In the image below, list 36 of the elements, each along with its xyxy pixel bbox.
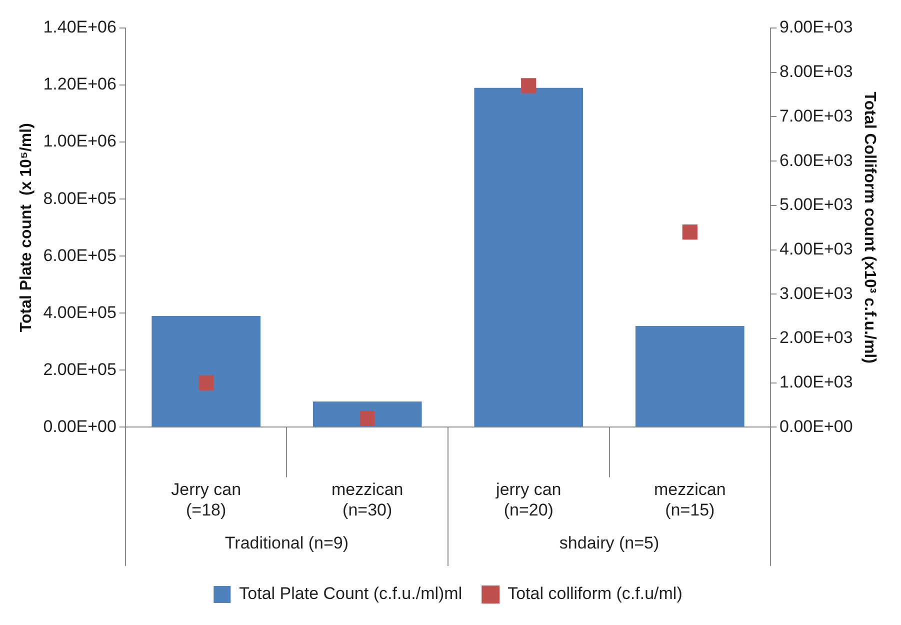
x-tick-label: Jerry can (=18) xyxy=(171,480,242,520)
bar xyxy=(312,402,422,427)
bar xyxy=(152,316,261,427)
legend-label: Total Plate Count (c.f.u./ml)ml xyxy=(239,584,462,604)
y-axis-title: Total Plate count (x 10⁵/ml) xyxy=(18,123,36,332)
text: shdairy (n=5) xyxy=(559,534,660,553)
y2-tick-label: 3.00E+03 xyxy=(780,284,853,303)
y2-tick-label: 5.00E+03 xyxy=(780,195,853,214)
bar xyxy=(635,326,744,427)
y-tick-label: 8.00E+05 xyxy=(43,188,116,208)
y2-tick-label: 1.00E+03 xyxy=(780,372,853,392)
y-tick-label: 0.00E+00 xyxy=(43,416,116,436)
y-tick-label: 1.40E+06 xyxy=(43,18,116,37)
point xyxy=(360,410,375,426)
x-tick-label: mezzican (n=15) xyxy=(654,480,726,520)
y-tick-label: 2.00E+05 xyxy=(43,360,116,379)
point xyxy=(198,375,214,390)
legend-label: Total colliform (c.f.u/ml) xyxy=(508,584,682,604)
y-tick-label: 4.00E+05 xyxy=(43,302,116,322)
y2-tick-label: 2.00E+03 xyxy=(780,328,853,348)
y2-tick-label: 8.00E+03 xyxy=(780,62,853,82)
y2-tick-label: 6.00E+03 xyxy=(780,150,853,170)
y2-tick-label: 9.00E+03 xyxy=(780,18,853,37)
y-tick-label: 1.20E+06 xyxy=(43,74,116,94)
text: Traditional (n=9) xyxy=(224,534,349,553)
point xyxy=(682,224,698,240)
y2-tick-label: 7.00E+03 xyxy=(780,106,853,126)
x-tick-label: jerry can (n=20) xyxy=(495,480,562,520)
y-tick-label: 1.00E+06 xyxy=(43,132,116,151)
y-tick-label: 6.00E+05 xyxy=(43,246,116,265)
y2-tick-label: 4.00E+03 xyxy=(780,239,853,258)
x-tick-label: mezzican (n=30) xyxy=(331,480,404,520)
bar xyxy=(474,88,584,427)
y2-tick-label: 0.00E+00 xyxy=(780,416,853,436)
y2-axis-title: Total Colliform count (x10³ c.f.u./ml) xyxy=(860,92,878,364)
point xyxy=(521,78,536,94)
